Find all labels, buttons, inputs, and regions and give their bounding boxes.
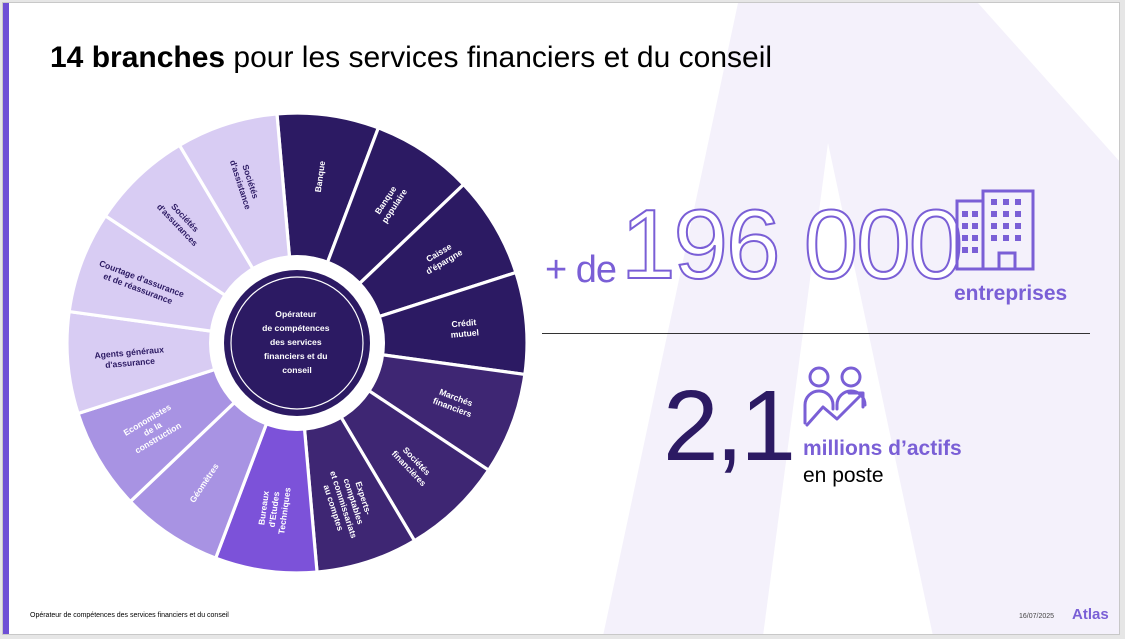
stat-actifs-sublabel: en poste	[803, 464, 884, 487]
stat-entreprises-value: 196 000	[620, 189, 964, 299]
stats-divider	[542, 333, 1090, 334]
footer-logo: Atlas	[1072, 606, 1109, 623]
stat-actifs-label: millions d’actifs	[803, 437, 962, 460]
wheel-segment-label-line: Banque	[313, 160, 327, 193]
wheel-center-line: Opérateur	[275, 309, 317, 319]
wheel-segment-label-banque: Banque	[313, 160, 327, 193]
wheel-segment-label-line: d'Etudes	[267, 491, 282, 528]
footer-date: 16/07/2025	[1019, 613, 1055, 620]
page-title: 14 branches pour les services financiers…	[50, 41, 772, 75]
wheel-segment-label-line: Bureaux	[256, 490, 271, 526]
stat-actifs-value: 2,1	[663, 370, 796, 482]
wheel-center-line: de compétences	[262, 323, 330, 333]
wheel-hub-inner-line	[230, 276, 364, 410]
wheel-segment-label-credit-mutuel: Créditmutuel	[449, 317, 479, 340]
branches-wheel: BanqueBanquepopulaireCaissed'épargneCréd…	[65, 111, 529, 575]
title-rest: pour les services financiers et du conse…	[225, 41, 773, 74]
title-bold: 14 branches	[50, 41, 226, 74]
wheel-segment-label-line: Crédit	[451, 317, 477, 329]
stat-entreprises-prefix: + de	[545, 249, 617, 291]
wheel-center-label: Opérateur de compétences des services fi…	[262, 309, 332, 375]
wheel-center-line: conseil	[282, 365, 312, 375]
atlas-watermark	[603, 3, 1119, 634]
wheel-segment-label-agents-generaux: Agents générauxd'assurance	[94, 344, 165, 371]
wheel-hub-center	[224, 270, 370, 416]
wheel-segment-label-line: d'assurance	[105, 356, 156, 370]
stat-entreprises-label: entreprises	[954, 282, 1068, 305]
wheel-center-line: des services	[270, 337, 322, 347]
building-icon	[955, 189, 1035, 271]
footer-text: Opérateur de compétences des services fi…	[30, 612, 229, 619]
accent-bar	[3, 3, 9, 634]
wheel-segment-label-line: mutuel	[450, 327, 479, 339]
wheel-center-line: financiers et du	[264, 351, 328, 361]
people-growth-icon	[803, 366, 867, 427]
